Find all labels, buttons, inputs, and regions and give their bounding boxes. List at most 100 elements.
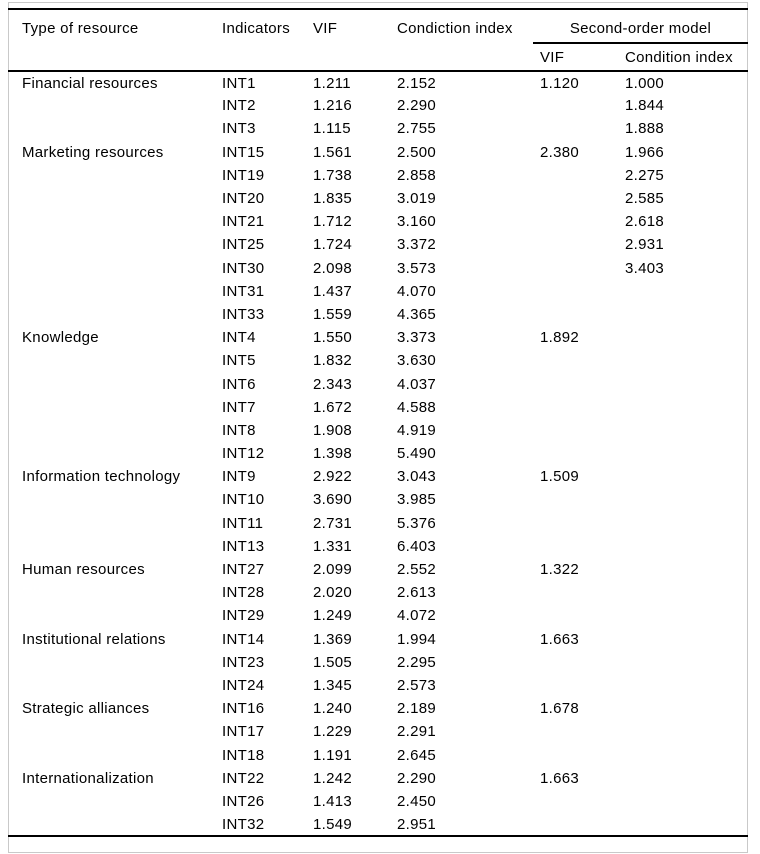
cell-resource-type bbox=[8, 651, 215, 674]
cell-condition-index: 4.072 bbox=[397, 607, 437, 625]
cell-condition-index: 2.290 bbox=[397, 769, 437, 787]
cell-condition-index: 3.373 bbox=[397, 329, 437, 347]
cell-second-order-condition-index bbox=[618, 813, 748, 838]
cell-second-order-vif bbox=[533, 117, 618, 140]
cell-second-order-vif bbox=[533, 790, 618, 813]
cell-indicator: INT5 bbox=[222, 352, 256, 370]
cell-second-order-vif bbox=[533, 210, 618, 233]
cell-vif: 1.191 bbox=[313, 746, 353, 764]
cell-condition-index: 2.500 bbox=[397, 143, 437, 161]
cell-second-order-condition-index bbox=[618, 465, 748, 488]
cell-indicator: INT32 bbox=[215, 813, 306, 838]
cell-condition-index: 2.951 bbox=[390, 813, 533, 838]
cell-second-order-condition-index bbox=[618, 512, 748, 535]
cell-second-order-vif bbox=[533, 257, 618, 280]
table-row: INT13 1.331 6.403 bbox=[8, 535, 748, 558]
cell-indicator: INT7 bbox=[222, 398, 256, 416]
cell-second-order-condition-index bbox=[618, 628, 748, 651]
table-row: INT7 1.672 4.588 bbox=[8, 396, 748, 419]
cell-indicator: INT25 bbox=[222, 236, 265, 254]
cell-second-order-vif bbox=[533, 187, 618, 210]
cell-resource-type: Institutional relations bbox=[22, 630, 166, 648]
cell-second-order-condition-index bbox=[618, 349, 748, 372]
cell-condition-index: 3.985 bbox=[397, 491, 437, 509]
table-row: INT30 2.098 3.573 3.403 bbox=[8, 257, 748, 280]
cell-resource-type bbox=[8, 187, 215, 210]
cell-vif: 1.398 bbox=[313, 445, 353, 463]
table-row: Human resources INT27 2.099 2.552 1.322 bbox=[8, 558, 748, 581]
cell-resource-type bbox=[8, 604, 215, 627]
cell-indicator: INT6 bbox=[222, 375, 256, 393]
cell-second-order-vif bbox=[533, 372, 618, 395]
header-row-1: Type of resource Indicators VIF Condicti… bbox=[8, 9, 748, 72]
cell-condition-index: 3.573 bbox=[397, 259, 437, 277]
table-row: INT3 1.115 2.755 1.888 bbox=[8, 117, 748, 140]
cell-second-order-vif bbox=[533, 233, 618, 256]
cell-resource-type bbox=[8, 233, 215, 256]
cell-condition-index: 2.573 bbox=[397, 676, 437, 694]
cell-second-order-condition-index bbox=[618, 743, 748, 766]
cell-second-order-vif: 1.509 bbox=[540, 468, 580, 486]
cell-second-order-condition-index bbox=[618, 604, 748, 627]
cell-second-order-condition-index bbox=[618, 581, 748, 604]
col-header-type-of-resource: Type of resource bbox=[8, 9, 215, 72]
cell-resource-type bbox=[8, 396, 215, 419]
cell-second-order-condition-index bbox=[618, 442, 748, 465]
cell-indicator: INT16 bbox=[222, 700, 265, 718]
cell-second-order-vif: 1.663 bbox=[540, 630, 580, 648]
col-header-second-order-condition-index: Condition index bbox=[618, 43, 748, 72]
cell-second-order-vif bbox=[533, 419, 618, 442]
cell-condition-index: 4.070 bbox=[397, 282, 437, 300]
cell-condition-index: 2.295 bbox=[397, 653, 437, 671]
cell-second-order-vif bbox=[533, 743, 618, 766]
cell-second-order-vif bbox=[533, 94, 618, 117]
table-row: INT31 1.437 4.070 bbox=[8, 280, 748, 303]
table-row: INT25 1.724 3.372 2.931 bbox=[8, 233, 748, 256]
table-row: INT23 1.505 2.295 bbox=[8, 651, 748, 674]
cell-vif: 1.240 bbox=[313, 700, 353, 718]
cell-resource-type bbox=[8, 419, 215, 442]
col-header-second-order-vif: VIF bbox=[533, 43, 618, 72]
cell-second-order-condition-index: 2.618 bbox=[625, 213, 665, 231]
cell-second-order-condition-index bbox=[618, 535, 748, 558]
table-row: INT20 1.835 3.019 2.585 bbox=[8, 187, 748, 210]
cell-resource-type: Strategic alliances bbox=[22, 700, 150, 718]
cell-second-order-vif bbox=[533, 512, 618, 535]
cell-condition-index: 4.588 bbox=[397, 398, 437, 416]
cell-second-order-condition-index bbox=[618, 558, 748, 581]
cell-resource-type bbox=[8, 581, 215, 604]
cell-indicator: INT17 bbox=[222, 723, 265, 741]
cell-resource-type bbox=[8, 488, 215, 511]
table-row: INT17 1.229 2.291 bbox=[8, 720, 748, 743]
cell-indicator: INT26 bbox=[222, 792, 265, 810]
cell-resource-type bbox=[8, 117, 215, 140]
cell-vif: 1.724 bbox=[313, 236, 353, 254]
cell-vif: 1.832 bbox=[313, 352, 353, 370]
cell-vif: 3.690 bbox=[313, 491, 353, 509]
table-row: INT21 1.712 3.160 2.618 bbox=[8, 210, 748, 233]
cell-second-order-condition-index: 1.966 bbox=[625, 143, 665, 161]
cell-second-order-vif: 1.120 bbox=[540, 74, 580, 92]
cell-vif: 1.559 bbox=[313, 305, 353, 323]
cell-condition-index: 2.152 bbox=[397, 74, 437, 92]
cell-second-order-vif bbox=[533, 674, 618, 697]
table-row: INT5 1.832 3.630 bbox=[8, 349, 748, 372]
cell-second-order-condition-index bbox=[618, 419, 748, 442]
cell-second-order-vif bbox=[533, 396, 618, 419]
cell-second-order-vif bbox=[533, 813, 618, 838]
cell-condition-index: 6.403 bbox=[397, 537, 437, 555]
cell-indicator: INT20 bbox=[222, 190, 265, 208]
cell-resource-type: Human resources bbox=[22, 561, 145, 579]
cell-resource-type bbox=[8, 535, 215, 558]
cell-vif: 1.835 bbox=[313, 190, 353, 208]
cell-vif: 1.908 bbox=[313, 421, 353, 439]
table-row: Marketing resources INT15 1.561 2.500 2.… bbox=[8, 141, 748, 164]
cell-resource-type bbox=[8, 280, 215, 303]
cell-indicator: INT29 bbox=[222, 607, 265, 625]
cell-indicator: INT10 bbox=[222, 491, 265, 509]
cell-second-order-condition-index bbox=[618, 326, 748, 349]
table-row: INT26 1.413 2.450 bbox=[8, 790, 748, 813]
cell-second-order-vif bbox=[533, 651, 618, 674]
cell-second-order-vif bbox=[533, 488, 618, 511]
cell-vif: 2.343 bbox=[313, 375, 353, 393]
